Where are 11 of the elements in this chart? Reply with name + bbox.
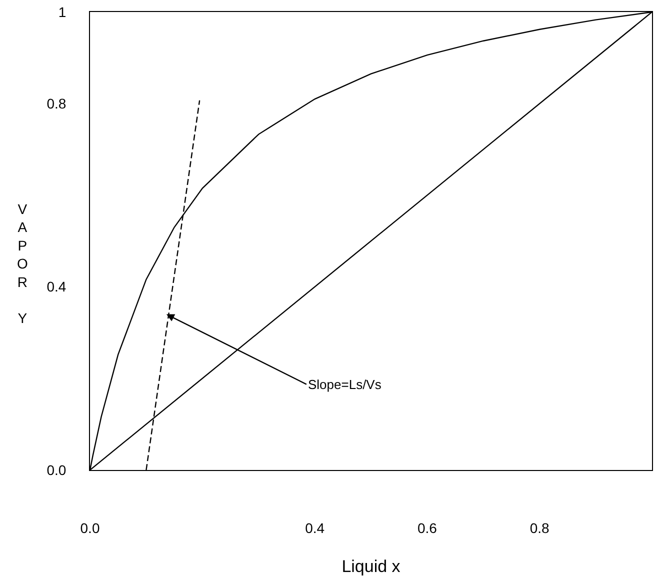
x-axis-title: Liquid x bbox=[342, 557, 401, 576]
text: VAPOR Y bbox=[17, 201, 28, 326]
x-tick-label: 0.4 bbox=[305, 520, 325, 536]
y-tick-label: 1 bbox=[58, 4, 66, 20]
x-tick-label: 0.8 bbox=[530, 520, 550, 536]
x-tick-label: 0.0 bbox=[80, 520, 100, 536]
x-tick-label: 0.6 bbox=[417, 520, 438, 536]
y-tick-label: 0.4 bbox=[46, 278, 66, 295]
y-tick-label: 0.0 bbox=[46, 462, 66, 478]
y-tick-label: 0.8 bbox=[46, 96, 66, 112]
annotation: Slope=Ls/Vs bbox=[308, 377, 382, 392]
